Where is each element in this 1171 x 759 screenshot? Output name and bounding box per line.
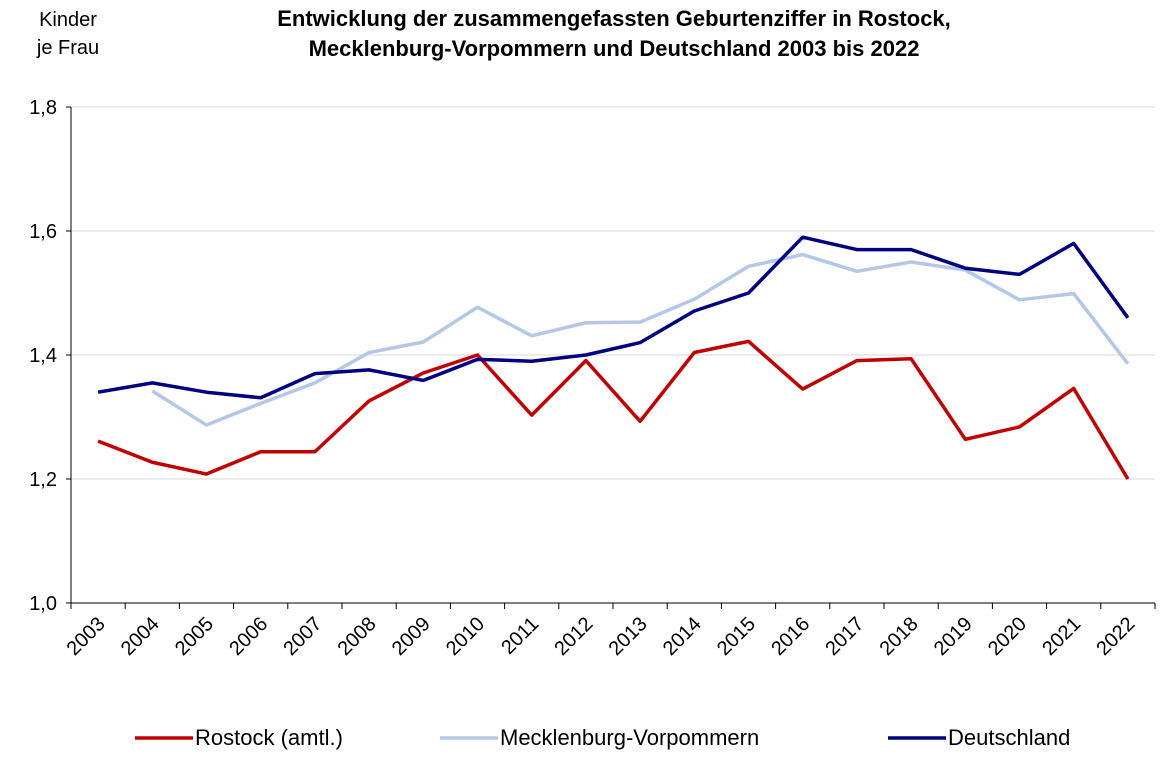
x-tick-label: 2012 — [550, 613, 597, 660]
x-tick-label: 2020 — [984, 613, 1031, 660]
y-axis-label: Kinder — [39, 9, 97, 31]
series-line — [97, 339, 1130, 480]
x-tick-label: 2017 — [821, 613, 868, 660]
y-tick-label: 1,6 — [29, 221, 57, 243]
x-tick-label: 2004 — [117, 613, 164, 660]
series-line — [97, 235, 1130, 400]
legend-label: Mecklenburg-Vorpommern — [500, 725, 759, 750]
x-tick-label: 2015 — [713, 613, 760, 660]
x-tick-label: 2013 — [605, 613, 652, 660]
y-axis-label: je Frau — [36, 37, 99, 59]
x-tick-label: 2022 — [1092, 613, 1139, 660]
x-tick-label: 2003 — [63, 613, 110, 660]
series-line — [151, 252, 1130, 427]
y-tick-label: 1,8 — [29, 97, 57, 119]
x-tick-label: 2006 — [225, 613, 272, 660]
x-tick-label: 2007 — [279, 613, 326, 660]
y-tick-label: 1,2 — [29, 469, 57, 491]
y-tick-label: 1,4 — [29, 345, 57, 367]
x-tick-label: 2019 — [930, 613, 977, 660]
legend-label: Rostock (amtl.) — [195, 725, 343, 750]
chart-title: Entwicklung der zusammengefassten Geburt… — [277, 6, 951, 31]
x-tick-label: 2011 — [497, 613, 543, 659]
chart-title: Mecklenburg-Vorpommern und Deutschland 2… — [309, 36, 920, 61]
x-tick-label: 2016 — [767, 613, 814, 660]
x-tick-label: 2018 — [876, 613, 923, 660]
x-tick-label: 2010 — [442, 613, 489, 660]
x-tick-label: 2014 — [659, 613, 706, 660]
x-tick-label: 2009 — [388, 613, 435, 660]
legend-label: Deutschland — [948, 725, 1070, 750]
x-tick-label: 2008 — [334, 613, 381, 660]
y-tick-label: 1,0 — [29, 593, 57, 615]
x-tick-label: 2021 — [1038, 613, 1085, 660]
x-tick-label: 2005 — [171, 613, 218, 660]
